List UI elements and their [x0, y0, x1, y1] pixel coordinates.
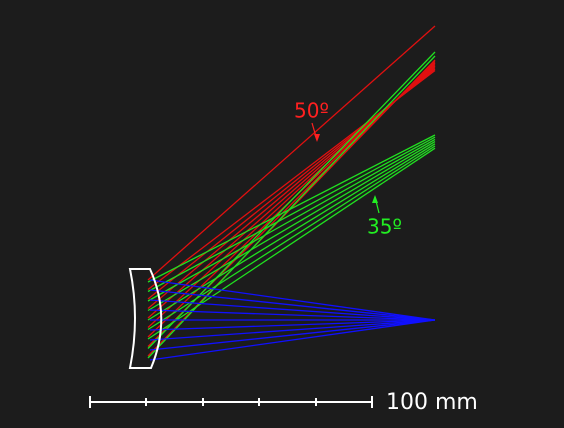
- ray-green: [147, 143, 436, 321]
- ray-blue: [149, 289, 436, 321]
- ray-blue: [149, 309, 436, 321]
- rays: [147, 25, 436, 361]
- lens: [128, 268, 163, 369]
- ray-blue: [149, 319, 436, 361]
- ray-blue: [149, 319, 436, 351]
- ray-red: [147, 25, 436, 281]
- ray-green: [147, 55, 436, 359]
- ray-green: [147, 136, 436, 293]
- ray-green: [147, 141, 436, 312]
- scale-bar: [89, 396, 373, 408]
- ray-green: [147, 134, 436, 283]
- arrowhead-red: [314, 134, 320, 142]
- ray-blue: [149, 299, 436, 321]
- angle-label-red: 50º: [294, 99, 329, 123]
- ray-green: [147, 51, 436, 349]
- arrowhead-green: [372, 195, 378, 203]
- angle-label-green: 35º: [367, 215, 402, 239]
- scale-label: 100 mm: [386, 390, 478, 415]
- ray-blue: [149, 319, 436, 341]
- ray-blue: [149, 319, 436, 331]
- ray-green: [147, 138, 436, 302]
- ray-blue: [149, 279, 436, 321]
